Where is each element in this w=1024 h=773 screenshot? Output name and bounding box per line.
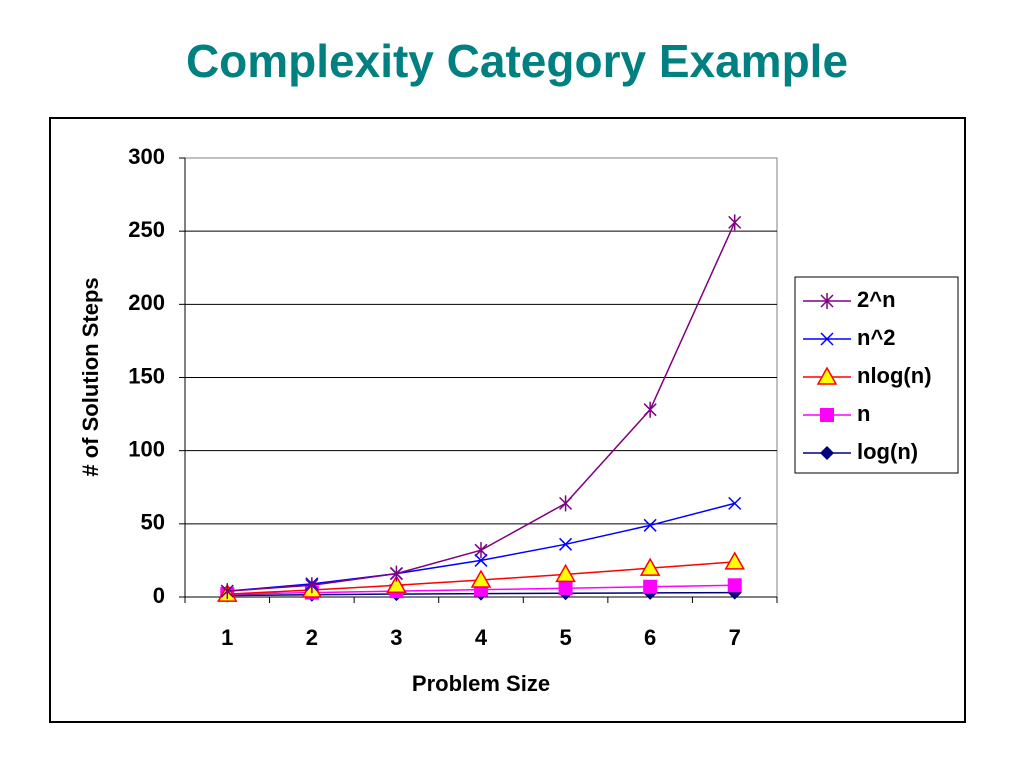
y-tick-label: 0: [153, 583, 165, 608]
legend-label: n^2: [857, 325, 896, 350]
x-tick-label: 6: [644, 625, 656, 650]
marker: [220, 583, 234, 600]
marker: [474, 542, 488, 559]
x-tick-label: 1: [221, 625, 233, 650]
marker: [820, 446, 834, 460]
y-tick-label: 300: [128, 144, 165, 169]
marker: [724, 551, 745, 570]
marker: [643, 579, 658, 594]
marker: [643, 518, 657, 532]
marker: [727, 578, 742, 593]
y-tick-label: 50: [141, 510, 165, 535]
legend-label: n: [857, 401, 870, 426]
marker: [643, 401, 657, 418]
y-tick-label: 150: [128, 363, 165, 388]
marker: [820, 293, 834, 309]
chart-title: Complexity Category Example: [186, 35, 848, 87]
marker: [816, 366, 838, 385]
y-tick-label: 100: [128, 436, 165, 461]
marker: [639, 557, 661, 576]
marker: [728, 214, 742, 231]
marker: [820, 408, 834, 422]
y-tick-label: 250: [128, 217, 165, 242]
legend-label: 2^n: [857, 287, 896, 312]
marker: [474, 553, 488, 567]
marker: [820, 332, 834, 346]
marker: [559, 537, 573, 551]
marker: [305, 577, 319, 594]
x-tick-label: 4: [475, 625, 488, 650]
marker: [470, 569, 492, 588]
marker: [386, 574, 407, 594]
marker: [555, 563, 576, 583]
marker: [559, 495, 573, 512]
x-tick-label: 2: [306, 625, 318, 650]
legend-box: [794, 276, 959, 474]
marker: [558, 581, 573, 596]
x-axis-title: Problem Size: [412, 671, 550, 696]
x-tick-label: 3: [390, 625, 402, 650]
marker: [728, 496, 742, 510]
y-axis-title: # of Solution Steps: [78, 277, 103, 476]
y-tick-label: 200: [128, 290, 165, 315]
x-tick-label: 7: [729, 625, 741, 650]
x-tick-label: 5: [559, 625, 571, 650]
marker: [389, 565, 403, 582]
legend-label: nlog(n): [857, 363, 932, 388]
legend-label: log(n): [857, 439, 918, 464]
